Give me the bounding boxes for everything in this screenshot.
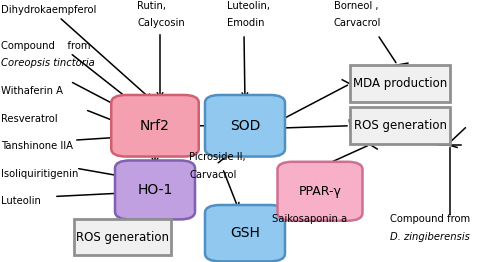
Text: Carvacrol: Carvacrol [189,170,236,180]
Text: MDA production: MDA production [353,77,447,90]
FancyBboxPatch shape [278,162,362,221]
FancyBboxPatch shape [205,95,285,157]
Text: SOD: SOD [230,119,260,133]
FancyBboxPatch shape [350,66,450,102]
Text: Borneol ,: Borneol , [334,1,378,11]
Text: ROS generation: ROS generation [76,231,169,244]
FancyBboxPatch shape [74,219,171,255]
Text: Rutin,: Rutin, [138,1,166,11]
Text: Luteolin,: Luteolin, [228,1,270,11]
Text: Saikosaponin a: Saikosaponin a [272,214,347,223]
Text: Isoliquiritigenin: Isoliquiritigenin [1,169,78,179]
Text: GSH: GSH [230,226,260,240]
Text: D. zingiberensis: D. zingiberensis [390,232,470,242]
Text: PPAR-γ: PPAR-γ [298,185,342,198]
Text: Resveratrol: Resveratrol [1,114,58,124]
Text: HO-1: HO-1 [138,183,172,197]
Text: Calycosin: Calycosin [138,18,185,28]
Text: Picroside II,: Picroside II, [189,152,246,162]
Text: Carvacrol: Carvacrol [334,18,382,28]
Text: Tanshinone IIA: Tanshinone IIA [1,141,73,151]
Text: Nrf2: Nrf2 [140,119,170,133]
Text: Luteolin: Luteolin [1,196,41,206]
Text: Coreopsis tinctoria: Coreopsis tinctoria [1,58,95,68]
Text: Dihydrokaempferol: Dihydrokaempferol [1,5,96,15]
Text: Emodin: Emodin [228,18,265,28]
Text: Compound    from: Compound from [1,41,90,51]
Text: Withaferin A: Withaferin A [1,86,63,96]
FancyBboxPatch shape [115,160,195,220]
FancyBboxPatch shape [350,107,450,144]
FancyBboxPatch shape [111,95,198,157]
FancyBboxPatch shape [205,205,285,261]
Text: Compound from: Compound from [390,214,470,223]
Text: ROS generation: ROS generation [354,119,446,132]
